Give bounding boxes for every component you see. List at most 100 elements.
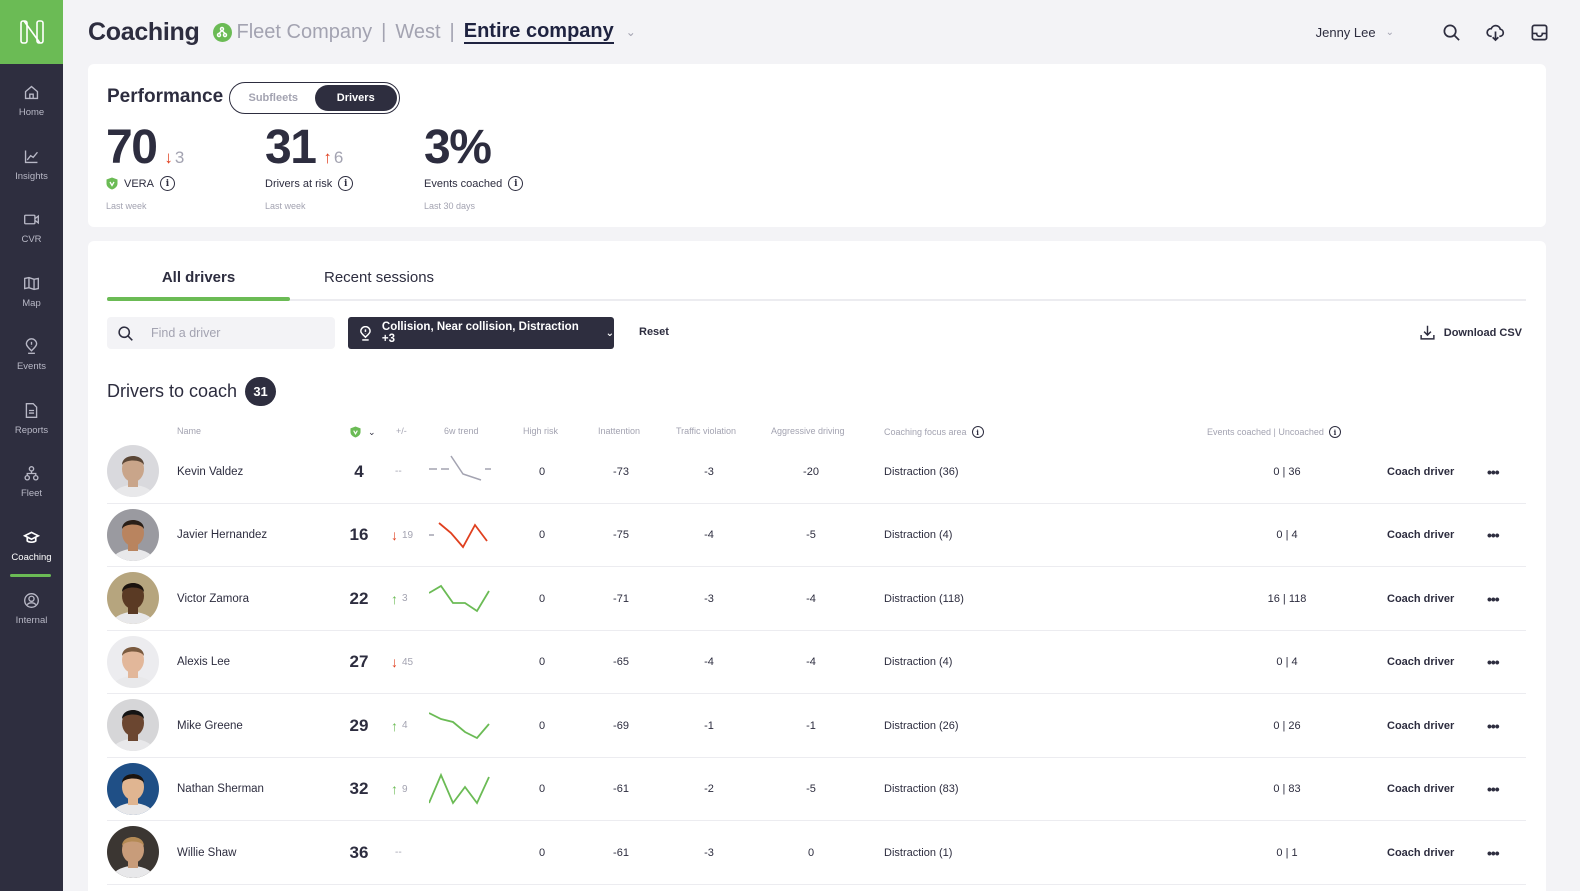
high-risk-value: 0 — [538, 656, 546, 668]
info-icon[interactable]: i — [508, 176, 524, 191]
avatar[interactable] — [107, 508, 159, 561]
trend-sparkline — [429, 758, 497, 821]
tab-all-drivers[interactable]: All drivers — [161, 269, 236, 286]
user-menu[interactable]: Jenny Lee — [1315, 24, 1376, 40]
download-csv-button[interactable]: Download CSV — [1419, 324, 1522, 341]
event-type-filter[interactable]: Collision, Near collision, Distraction +… — [348, 317, 614, 349]
more-options-icon[interactable]: ••• — [1487, 781, 1500, 797]
trend-arrow-icon: ↑ — [391, 717, 398, 734]
high-risk-value: 0 — [538, 783, 546, 795]
table-row[interactable]: Mike Greene 29 ↑ 4 0 -69 -1 -1 Distractio… — [107, 694, 1526, 758]
score-delta: ↑ 3 — [391, 567, 408, 630]
traffic-violation-value: -3 — [704, 592, 714, 605]
tab-recent-sessions[interactable]: Recent sessions — [324, 269, 435, 286]
col-vera-sort[interactable]: ⌄ — [350, 426, 376, 438]
chevron-down-icon[interactable]: ⌄ — [625, 25, 636, 39]
avatar[interactable] — [107, 762, 159, 815]
table-row[interactable]: Kevin Valdez 4 -- 0 -73 -3 -20 Distracti… — [107, 440, 1526, 504]
info-icon[interactable]: i — [1328, 426, 1341, 438]
more-options-icon[interactable]: ••• — [1487, 654, 1500, 670]
driver-name[interactable]: Willie Shaw — [177, 846, 237, 859]
coach-driver-button[interactable]: Coach driver — [1387, 465, 1455, 478]
col-aggressive-driving[interactable]: Aggressive driving — [771, 426, 845, 436]
avatar[interactable] — [107, 699, 159, 751]
sidebar-item-fleet[interactable]: Fleet — [0, 465, 63, 525]
search-input[interactable] — [151, 326, 311, 340]
coach-driver-button[interactable]: Coach driver — [1387, 656, 1455, 668]
col-delta: +/- — [396, 426, 407, 436]
chart-line-icon — [24, 150, 38, 164]
coach-driver-button[interactable]: Coach driver — [1387, 592, 1455, 605]
col-inattention[interactable]: Inattention — [598, 426, 641, 436]
search-icon[interactable] — [1440, 21, 1462, 43]
sidebar-item-cvr[interactable]: CVR — [0, 211, 63, 271]
aggressive-driving-value: -4 — [806, 656, 816, 668]
driver-name[interactable]: Kevin Valdez — [177, 465, 244, 478]
table-row[interactable]: Nathan Sherman 32 ↑ 9 0 -61 -2 -5 Distrac… — [107, 758, 1526, 821]
sidebar-item-reports[interactable]: Reports — [0, 402, 63, 462]
coach-driver-button[interactable]: Coach driver — [1387, 783, 1455, 795]
kpi-delta: 6 — [333, 148, 344, 167]
avatar[interactable] — [107, 445, 159, 497]
coach-driver-button[interactable]: Coach driver — [1387, 529, 1455, 541]
sidebar-item-home[interactable]: Home — [0, 84, 63, 144]
driver-search — [107, 317, 335, 349]
sidebar-item-internal[interactable]: Internal — [0, 592, 63, 652]
reset-button[interactable]: Reset — [639, 326, 669, 338]
sidebar-item-events[interactable]: Events — [0, 338, 63, 398]
table-row[interactable]: Alexis Lee 27 ↓ 45 0 -65 -4 -4 Distractio… — [107, 631, 1526, 694]
table-row[interactable]: Willie Shaw 36 -- 0 -61 -3 0 Distraction… — [107, 821, 1526, 885]
driver-name[interactable]: Javier Hernandez — [177, 529, 268, 541]
avatar[interactable] — [107, 635, 159, 688]
high-risk-value: 0 — [538, 529, 546, 541]
sidebar-item-label: Reports — [14, 425, 49, 436]
driver-name[interactable]: Alexis Lee — [177, 656, 231, 668]
col-focus-area: Coaching focus area i — [884, 426, 984, 438]
driver-name[interactable]: Mike Greene — [177, 719, 243, 732]
more-options-icon[interactable]: ••• — [1487, 590, 1500, 607]
sidebar-item-coaching[interactable]: Coaching — [0, 529, 63, 589]
more-options-icon[interactable]: ••• — [1487, 717, 1500, 734]
focus-area: Distraction (36) — [884, 465, 959, 478]
driver-name[interactable]: Victor Zamora — [177, 592, 250, 605]
inbox-icon[interactable] — [1528, 21, 1550, 43]
col-name[interactable]: Name — [177, 426, 202, 436]
performance-card: Performance Subfleets Drivers 70 ↓ 3 VER… — [88, 64, 1546, 227]
breadcrumb-region[interactable]: West — [395, 20, 441, 43]
coach-driver-button[interactable]: Coach driver — [1387, 719, 1455, 732]
coach-driver-button[interactable]: Coach driver — [1387, 846, 1455, 859]
kpi-label: Drivers at risk — [265, 177, 333, 190]
sidebar-item-map[interactable]: Map — [0, 275, 63, 335]
toggle-drivers[interactable]: Drivers — [314, 85, 397, 111]
driver-name[interactable]: Nathan Sherman — [177, 783, 264, 795]
avatar[interactable] — [107, 826, 159, 878]
breadcrumb-scope-dropdown[interactable]: Entire company — [463, 20, 614, 44]
table-row[interactable]: Victor Zamora 22 ↑ 3 0 -71 -3 -4 Distract… — [107, 567, 1526, 631]
info-icon[interactable]: i — [338, 176, 354, 191]
delta-value: 4 — [402, 720, 408, 731]
more-options-icon[interactable]: ••• — [1487, 463, 1500, 480]
vera-score: 29 — [349, 715, 369, 735]
info-icon[interactable]: i — [971, 426, 984, 438]
download-icon — [1420, 325, 1435, 340]
cloud-download-icon[interactable] — [1484, 21, 1506, 43]
avatar[interactable] — [107, 572, 159, 624]
breadcrumb-separator: | — [449, 20, 455, 43]
focus-area: Distraction (4) — [884, 656, 953, 668]
breadcrumb-separator: | — [381, 20, 387, 43]
table-row[interactable]: Javier Hernandez 16 ↓ 19 0 -75 -4 -5 Dist… — [107, 504, 1526, 567]
more-options-icon[interactable]: ••• — [1487, 527, 1500, 543]
chevron-down-icon[interactable]: ⌄ — [1385, 26, 1394, 38]
high-risk-value: 0 — [538, 719, 546, 732]
more-options-icon[interactable]: ••• — [1487, 844, 1500, 861]
toggle-subfleets[interactable]: Subfleets — [248, 92, 298, 104]
events-coached-uncoached: 16 | 118 — [1267, 592, 1307, 605]
events-coached-uncoached: 0 | 1 — [1276, 846, 1298, 859]
logo[interactable] — [0, 0, 63, 64]
info-icon[interactable]: i — [159, 176, 175, 191]
breadcrumb-company[interactable]: Fleet Company — [236, 20, 373, 43]
sidebar-item-insights[interactable]: Insights — [0, 148, 63, 208]
download-label: Download CSV — [1443, 326, 1522, 339]
col-traffic-violation[interactable]: Traffic violation — [676, 426, 737, 436]
col-high-risk[interactable]: High risk — [523, 426, 559, 436]
